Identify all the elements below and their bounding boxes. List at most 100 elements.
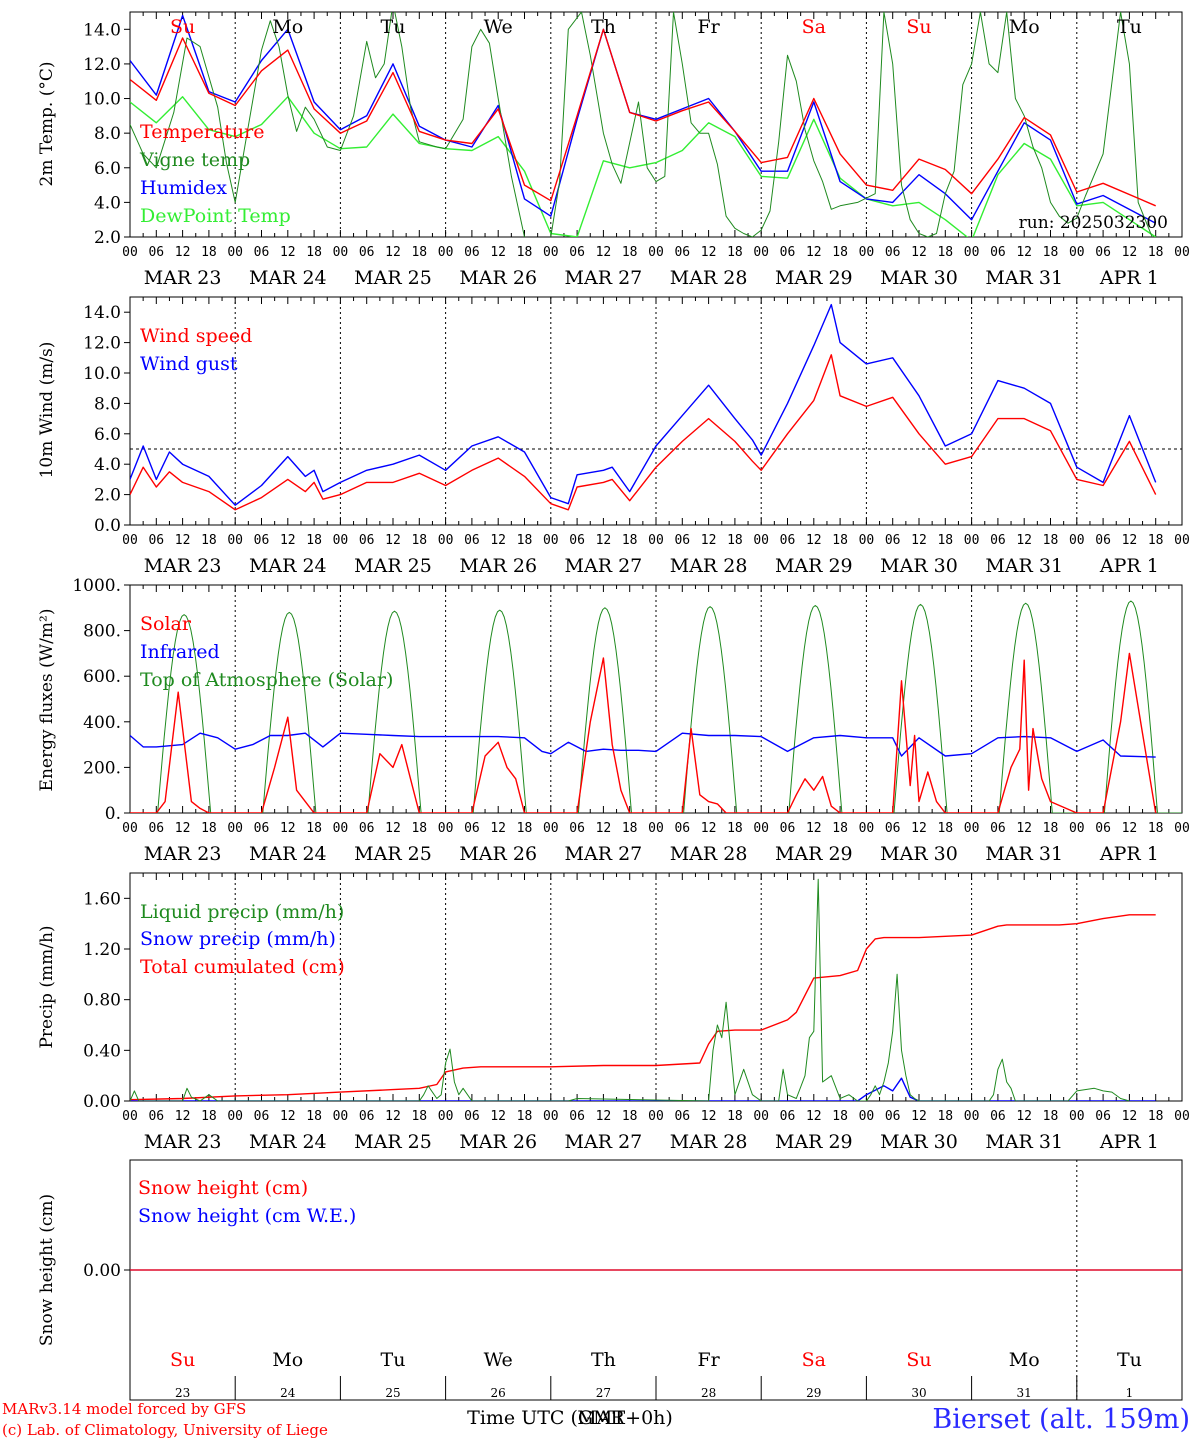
hour-tick-label: 00: [859, 533, 875, 548]
hour-tick-label: 06: [1095, 821, 1111, 836]
date-label: APR 1: [1099, 1131, 1159, 1153]
hour-tick-label: 12: [490, 245, 506, 260]
y-tick-label: 1000.: [72, 576, 121, 596]
weekday-label: Mo: [1009, 1349, 1040, 1371]
date-label: MAR 27: [565, 1131, 643, 1153]
weekday-label: Mo: [272, 1349, 303, 1371]
y-tick-label: 0.00: [83, 1261, 121, 1281]
hour-tick-label: 00: [227, 1109, 243, 1124]
date-label: MAR 31: [985, 1131, 1063, 1153]
hour-tick-label: 06: [254, 533, 270, 548]
hour-tick-label: 12: [701, 821, 717, 836]
hour-tick-label: 12: [701, 533, 717, 548]
hour-tick-label: 18: [1043, 533, 1059, 548]
hour-tick-label: 06: [780, 245, 796, 260]
weekday-label: Su: [170, 16, 195, 38]
hour-tick-label: 18: [832, 533, 848, 548]
y-tick-label: 6.0: [94, 425, 121, 445]
hour-tick-label: 00: [648, 533, 664, 548]
y-axis-label: 10m Wind (m/s): [37, 342, 57, 479]
y-tick-label: 14.0: [83, 303, 121, 323]
date-label: MAR 23: [144, 1131, 222, 1153]
hour-tick-label: 18: [727, 821, 743, 836]
hour-tick-label: 00: [648, 1109, 664, 1124]
hour-tick-label: 18: [517, 533, 533, 548]
hour-tick-label: 00: [227, 533, 243, 548]
date-label: MAR 29: [775, 843, 853, 865]
date-label: MAR 30: [880, 843, 958, 865]
y-tick-label: 4.0: [94, 193, 121, 213]
weekday-label: Sa: [802, 16, 826, 38]
hour-tick-label: 00: [964, 821, 980, 836]
hour-tick-label: 18: [1148, 821, 1164, 836]
hour-tick-label: 12: [596, 533, 612, 548]
y-tick-label: 0.40: [83, 1041, 121, 1061]
series-liquid-precip-mm-h-: [130, 878, 1130, 1101]
hour-tick-label: 06: [464, 245, 480, 260]
hour-tick-label: 00: [122, 533, 138, 548]
hour-tick-label: 12: [175, 245, 191, 260]
hour-tick-label: 12: [596, 821, 612, 836]
day-number: 25: [385, 1386, 400, 1400]
series-toa-solar: [130, 600, 1182, 813]
weekday-label: Mo: [272, 16, 303, 38]
date-label: MAR 27: [565, 267, 643, 289]
hour-tick-label: 12: [806, 245, 822, 260]
hour-tick-label: 00: [1174, 245, 1190, 260]
hour-tick-label: 18: [937, 245, 953, 260]
hour-tick-label: 18: [517, 1109, 533, 1124]
hour-tick-label: 12: [280, 821, 296, 836]
legend-entry: Liquid precip (mm/h): [140, 901, 344, 923]
hour-tick-label: 06: [148, 245, 164, 260]
hour-tick-label: 12: [1016, 533, 1032, 548]
y-tick-label: 10.0: [83, 90, 121, 110]
legend-entry: Wind speed: [140, 325, 252, 347]
weekday-label: Fr: [697, 16, 720, 38]
hour-tick-label: 18: [1043, 821, 1059, 836]
date-label: MAR 24: [249, 843, 327, 865]
hour-tick-label: 18: [306, 533, 322, 548]
y-tick-label: 2.0: [94, 228, 121, 248]
y-tick-label: 12.0: [83, 55, 121, 75]
hour-tick-label: 12: [911, 821, 927, 836]
hour-tick-label: 00: [753, 245, 769, 260]
hour-tick-label: 00: [964, 1109, 980, 1124]
hour-tick-label: 00: [122, 1109, 138, 1124]
hour-tick-label: 00: [122, 245, 138, 260]
hour-tick-label: 00: [1174, 1109, 1190, 1124]
hour-tick-label: 12: [701, 1109, 717, 1124]
y-tick-label: 8.0: [94, 394, 121, 414]
hour-tick-label: 00: [438, 1109, 454, 1124]
day-number: 1: [1126, 1386, 1134, 1400]
date-label: MAR 29: [775, 555, 853, 577]
hour-tick-label: 18: [622, 533, 638, 548]
hour-tick-label: 00: [122, 821, 138, 836]
date-label: MAR 25: [354, 267, 432, 289]
legend-entry: Vigne temp: [139, 149, 250, 171]
date-label: MAR 23: [144, 267, 222, 289]
hour-tick-label: 06: [254, 1109, 270, 1124]
hour-tick-label: 06: [569, 245, 585, 260]
y-axis-label: Snow height (cm): [37, 1194, 57, 1346]
date-label: MAR 31: [985, 843, 1063, 865]
legend-entry: Total cumulated (cm): [140, 956, 345, 978]
date-label: MAR 31: [985, 267, 1063, 289]
hour-tick-label: 06: [569, 533, 585, 548]
hour-tick-label: 18: [306, 245, 322, 260]
hour-tick-label: 18: [1148, 533, 1164, 548]
hour-tick-label: 18: [1148, 1109, 1164, 1124]
hour-tick-label: 18: [517, 821, 533, 836]
hour-tick-label: 18: [937, 533, 953, 548]
weekday-label: Th: [591, 1349, 616, 1371]
hour-tick-label: 06: [148, 821, 164, 836]
hour-tick-label: 06: [569, 1109, 585, 1124]
hour-tick-label: 00: [543, 245, 559, 260]
hour-tick-label: 00: [964, 533, 980, 548]
y-axis-label: Energy fluxes (W/m²): [37, 609, 57, 792]
hour-tick-label: 18: [622, 1109, 638, 1124]
hour-tick-label: 00: [753, 821, 769, 836]
y-tick-label: 1.60: [83, 889, 121, 909]
hour-tick-label: 06: [359, 245, 375, 260]
temperature-panel: 2.0 4.0 6.0 8.0 10.0 12.0 14.0 2m Temp. (°C) 00 0…: [37, 11, 1190, 289]
y-tick-label: 4.0: [94, 455, 121, 475]
